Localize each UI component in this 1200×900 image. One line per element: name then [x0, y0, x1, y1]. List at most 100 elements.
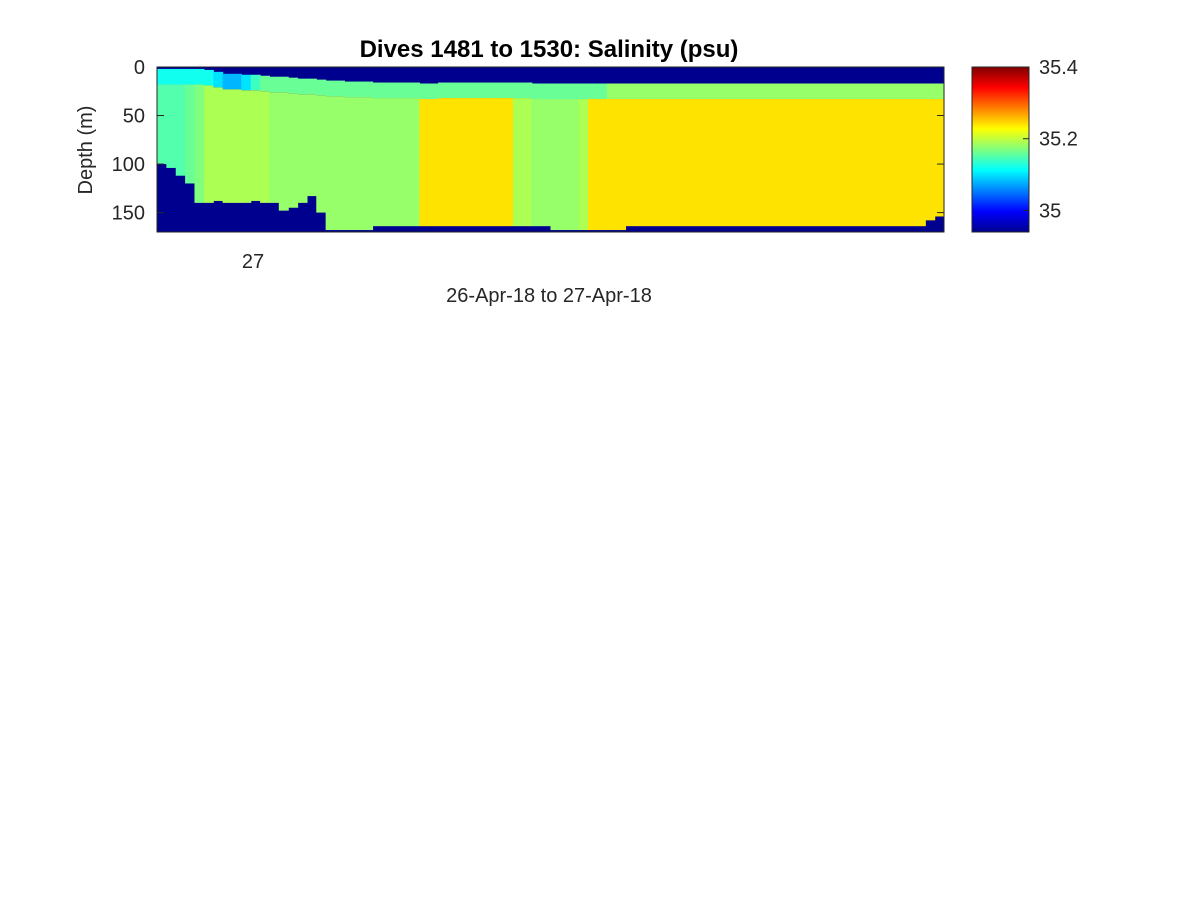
heatmap-cell-surface — [691, 83, 702, 100]
heatmap-cell-surface — [756, 83, 767, 100]
heatmap-cell-surface — [260, 75, 271, 92]
heatmap-cell-surface — [831, 83, 842, 100]
heatmap-cell-surface — [241, 74, 252, 91]
heatmap-cell-interior — [325, 96, 336, 231]
heatmap-plot-area — [156, 66, 945, 233]
heatmap-cell-surface — [840, 83, 851, 100]
heatmap-cell-surface — [812, 83, 823, 100]
heatmap-cell-interior — [353, 97, 364, 231]
y-axis-ticks: 0 50 100 150 — [112, 57, 944, 225]
heatmap-cell-interior — [288, 93, 299, 208]
heatmap-cell-surface — [494, 82, 505, 99]
heatmap-cell-surface — [915, 83, 926, 100]
heatmap-cell-interior — [335, 96, 345, 231]
heatmap-cell-surface — [213, 71, 224, 88]
heatmap-cell-interior — [531, 99, 542, 227]
heatmap-cell-surface — [503, 82, 514, 99]
heatmap-cell-interior — [887, 99, 898, 227]
heatmap-cell-surface — [288, 77, 299, 94]
heatmap-cell-surface — [765, 83, 776, 100]
heatmap-cell-interior — [784, 99, 795, 227]
heatmap-cell-surface — [775, 83, 786, 100]
heatmap-cell-surface — [597, 83, 608, 100]
heatmap-cell-interior — [569, 99, 580, 231]
heatmap-cell-interior — [850, 99, 861, 227]
heatmap-cell-interior — [597, 99, 608, 231]
heatmap-cell-surface — [316, 79, 327, 96]
heatmap-cell-surface — [269, 76, 280, 93]
heatmap-cell-surface — [653, 83, 664, 100]
heatmap-cell-surface — [747, 83, 758, 100]
heatmap-cell-interior — [409, 98, 420, 227]
heatmap-cell-surface — [157, 68, 167, 85]
heatmap-cell-surface — [335, 80, 345, 97]
heatmap-cell-interior — [316, 95, 327, 213]
y-tick-label: 100 — [112, 154, 145, 176]
heatmap-cell-surface — [381, 82, 392, 99]
heatmap-cell-surface — [306, 78, 317, 95]
plot-frame — [156, 66, 945, 233]
heatmap-cell-surface — [850, 83, 861, 100]
heatmap-cell-interior — [391, 98, 402, 227]
heatmap-cell-surface — [662, 83, 673, 100]
heatmap-cell-surface — [794, 83, 805, 100]
heatmap-cell-interior — [297, 94, 308, 203]
heatmap-cell-interior — [363, 97, 374, 231]
heatmap-cell-surface — [419, 83, 430, 100]
heatmap-cell-surface — [822, 83, 833, 100]
heatmap-cell-surface — [559, 83, 570, 100]
heatmap-cell-interior — [475, 98, 486, 227]
heatmap-cell-interior — [400, 98, 411, 227]
heatmap-cell-surface — [897, 83, 908, 100]
y-axis-label: Depth (m) — [75, 106, 97, 195]
heatmap-cell-interior — [878, 99, 889, 227]
heatmap-cell-interior — [466, 98, 477, 227]
heatmap-cell-interior — [869, 99, 880, 227]
heatmap-cell-surface — [906, 83, 917, 100]
heatmap-cell-surface — [578, 83, 589, 100]
heatmap-cell-interior — [213, 87, 224, 201]
colorbar-gradient — [971, 66, 1030, 233]
heatmap-cell-surface — [278, 76, 289, 93]
heatmap-cells — [157, 68, 945, 231]
heatmap-cell-interior — [794, 99, 805, 227]
heatmap-cell-surface — [803, 83, 814, 100]
heatmap-cell-surface — [719, 83, 730, 100]
heatmap-cell-surface — [391, 82, 402, 99]
heatmap-cell-interior — [157, 84, 167, 165]
heatmap-cell-surface — [541, 83, 552, 100]
heatmap-cell-interior — [222, 89, 233, 203]
heatmap-cell-surface — [203, 69, 214, 86]
heatmap-cell-surface — [475, 82, 486, 99]
heatmap-cell-surface — [353, 81, 364, 98]
heatmap-cell-interior — [859, 99, 870, 227]
heatmap-cell-surface — [644, 83, 655, 100]
heatmap-cell-surface — [194, 68, 205, 85]
heatmap-cell-interior — [306, 94, 317, 197]
heatmap-cell-surface — [878, 83, 889, 100]
heatmap-cell-interior — [625, 99, 636, 227]
heatmap-cell-interior — [185, 84, 196, 184]
heatmap-cell-surface — [166, 68, 177, 85]
heatmap-cell-surface — [934, 83, 945, 100]
heatmap-cell-interior — [840, 99, 851, 227]
heatmap-cell-surface — [634, 83, 645, 100]
heatmap-cell-surface — [737, 83, 748, 100]
heatmap-cell-surface — [185, 68, 196, 85]
heatmap-cell-interior — [278, 92, 289, 211]
heatmap-cell-surface — [728, 83, 739, 100]
heatmap-cell-interior — [728, 99, 739, 227]
heatmap-cell-surface — [231, 73, 242, 90]
heatmap-cell-interior — [634, 99, 645, 227]
colorbar-tick-label: 35.4 — [1039, 57, 1078, 79]
heatmap-cell-interior — [194, 84, 205, 203]
heatmap-cell-interior — [494, 98, 505, 227]
heatmap-cell-interior — [503, 98, 514, 227]
colorbar-tick-label: 35.2 — [1039, 129, 1078, 151]
colorbar-tick-label: 35 — [1039, 200, 1061, 222]
heatmap-cell-interior — [691, 99, 702, 227]
x-tick-label: 27 — [242, 251, 264, 273]
heatmap-cell-interior — [662, 99, 673, 227]
heatmap-cell-interior — [381, 98, 392, 227]
